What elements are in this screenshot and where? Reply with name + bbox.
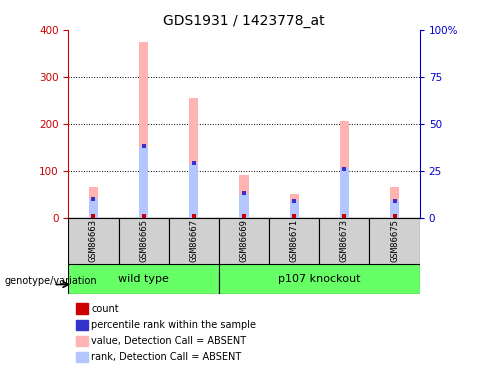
Bar [340,122,349,218]
Bar [340,168,349,217]
Text: GSM86663: GSM86663 [89,219,98,262]
Bar [290,194,299,217]
Bar [139,42,148,218]
Text: count: count [91,304,119,313]
Bar [89,199,98,217]
Text: GSM86671: GSM86671 [290,219,299,262]
Text: GSM86675: GSM86675 [390,219,399,262]
Bar [68,264,219,294]
Bar [240,176,248,217]
Text: percentile rank within the sample: percentile rank within the sample [91,320,256,330]
Text: GSM86667: GSM86667 [189,219,198,262]
Bar [390,187,399,218]
Bar [240,194,248,217]
Bar [219,264,420,294]
Text: rank, Detection Call = ABSENT: rank, Detection Call = ABSENT [91,352,242,362]
Bar [269,217,319,264]
Bar [369,217,420,264]
Text: wild type: wild type [118,274,169,284]
Bar [119,217,169,264]
Text: GSM86673: GSM86673 [340,219,349,262]
Bar [390,201,399,217]
Bar [189,164,198,218]
Text: GSM86665: GSM86665 [139,219,148,262]
Text: genotype/variation: genotype/variation [5,276,98,285]
Bar [219,217,269,264]
Text: GSM86669: GSM86669 [240,219,248,262]
Title: GDS1931 / 1423778_at: GDS1931 / 1423778_at [163,13,325,28]
Bar [89,187,98,218]
Bar [169,217,219,264]
Bar [139,147,148,218]
Bar [68,217,119,264]
Text: p107 knockout: p107 knockout [278,274,361,284]
Text: value, Detection Call = ABSENT: value, Detection Call = ABSENT [91,336,246,346]
Bar [189,98,198,218]
Bar [290,201,299,217]
Bar [319,217,369,264]
